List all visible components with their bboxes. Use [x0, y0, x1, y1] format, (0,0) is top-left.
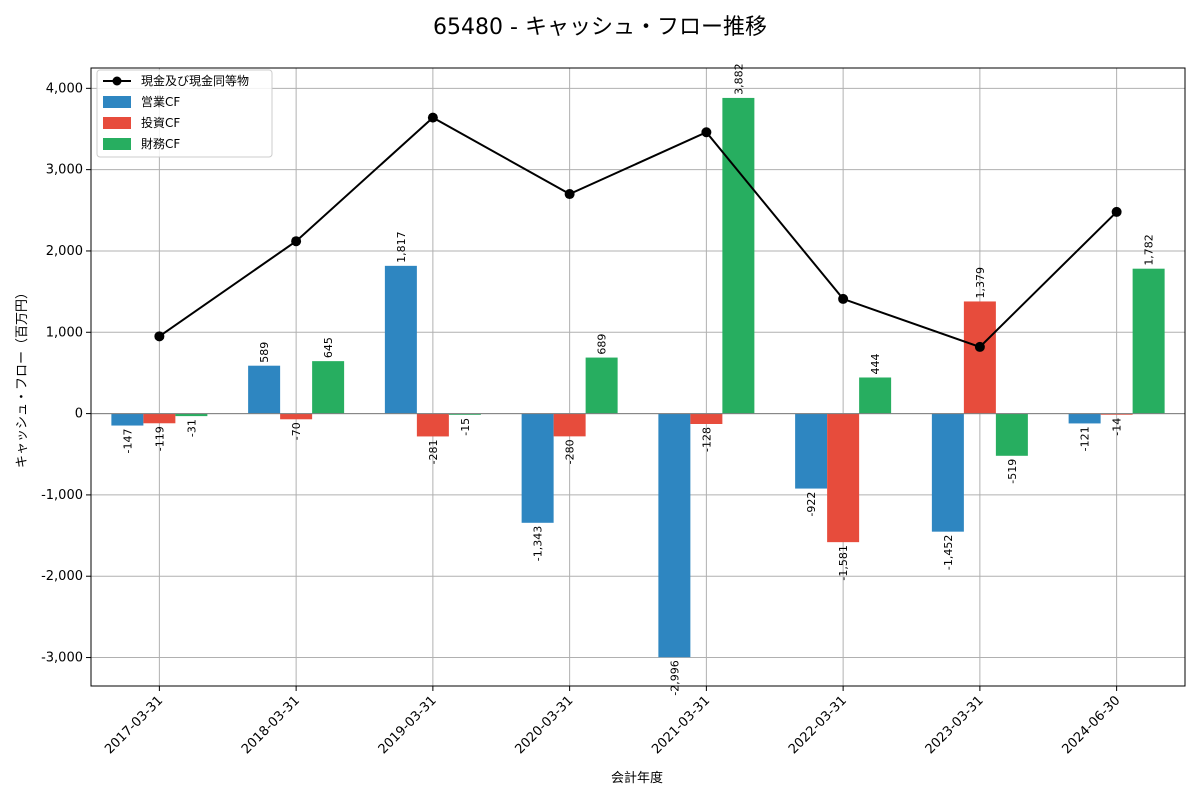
data-labels: -147 589 1,817 -1,343 -2,996 -922 -1,452 -121 -1…	[121, 63, 1155, 695]
legend-line-marker	[112, 76, 122, 86]
bar-data-label: -922	[805, 492, 818, 517]
bar-1	[658, 413, 691, 658]
y-tick-label: -1,000	[41, 488, 83, 503]
x-tick-label: 2017-03-31	[102, 693, 166, 757]
bar-3	[312, 361, 345, 414]
bar-1	[1068, 413, 1101, 424]
bar-data-label: -147	[121, 429, 134, 454]
bar-2	[143, 413, 176, 424]
bar-3	[1132, 268, 1165, 414]
cash-point	[291, 236, 302, 247]
cash-point	[154, 331, 165, 342]
bar-1	[248, 365, 281, 414]
bar-data-label: -70	[290, 422, 303, 440]
bar-data-label: -281	[427, 439, 440, 464]
x-tick-label: 2024-06-30	[1059, 693, 1123, 757]
bar-data-label: 689	[596, 334, 609, 355]
legend-label: 投資CF	[141, 115, 180, 130]
bar-2	[827, 413, 860, 543]
bar-data-label: -14	[1111, 418, 1124, 436]
bar-data-label: 1,817	[395, 231, 408, 263]
bar-data-label: -119	[153, 426, 166, 451]
legend-label: 現金及び現金同等物	[141, 73, 249, 88]
bar-data-label: 444	[869, 353, 882, 374]
bar-2	[1100, 413, 1133, 415]
plot-frame	[90, 67, 1186, 687]
legend-label: 営業CF	[141, 95, 180, 109]
y-axis-label: キャッシュ・フロー（百万円）	[15, 286, 30, 468]
legend-box	[96, 69, 273, 158]
bar-2	[553, 413, 586, 437]
bar-data-label: -1,452	[942, 535, 955, 570]
bar-data-label: -31	[185, 419, 198, 437]
x-tick-label: 2020-03-31	[512, 693, 576, 757]
x-tick-label: 2022-03-31	[786, 693, 850, 757]
cash-point	[974, 341, 985, 352]
bar-1	[521, 413, 554, 523]
bar-1	[111, 413, 144, 426]
chart-title: 65480 - キャッシュ・フロー推移	[433, 15, 767, 40]
legend-swatch	[103, 96, 131, 108]
bar-data-label: -1,343	[532, 526, 545, 561]
bar-group	[111, 97, 1165, 658]
bar-3	[859, 377, 892, 414]
bar-2	[416, 413, 449, 437]
bar-data-label: 589	[258, 342, 271, 363]
cash-line	[154, 112, 1122, 352]
bar-3	[995, 413, 1028, 456]
bar-3	[448, 413, 481, 415]
x-axis-label: 会計年度	[611, 770, 663, 786]
bar-1	[795, 413, 828, 489]
bar-data-label: 645	[322, 337, 335, 358]
y-tick-label: 3,000	[46, 163, 83, 178]
bar-data-label: -519	[1006, 459, 1019, 484]
bar-2	[280, 413, 313, 420]
y-tick-label: 1,000	[46, 325, 83, 340]
y-tick-label: 2,000	[46, 244, 83, 259]
cash-point	[564, 189, 575, 200]
bar-3	[175, 413, 208, 417]
cash-point	[427, 112, 438, 123]
bar-data-label: -280	[564, 439, 577, 464]
x-tick-label: 2018-03-31	[239, 693, 303, 757]
legend-swatch	[103, 138, 131, 150]
y-tick-label: 0	[75, 407, 83, 422]
cash-point	[701, 127, 712, 138]
bar-data-label: -1,581	[837, 545, 850, 580]
bar-1	[931, 413, 964, 532]
bar-data-label: 1,782	[1143, 234, 1156, 266]
cash-point	[838, 293, 849, 304]
bar-1	[384, 265, 417, 414]
cash-series-line	[158, 116, 1118, 349]
x-axis-ticks: 2017-03-31 2018-03-31 2019-03-31 2020-03-31…	[102, 686, 1123, 757]
bar-data-label: 1,379	[974, 267, 987, 299]
y-axis-ticks: -3,000 -2,000 -1,000 0 1,000 2,000 3,000 4,000	[41, 81, 91, 666]
y-tick-label: 4,000	[46, 81, 83, 96]
bar-data-label: -128	[700, 427, 713, 452]
x-tick-label: 2023-03-31	[923, 693, 987, 757]
bar-data-label: -121	[1079, 426, 1092, 451]
bar-3	[585, 357, 618, 414]
legend-label: 財務CF	[141, 136, 180, 151]
bar-2	[963, 301, 996, 414]
legend-swatch	[103, 117, 131, 129]
bar-data-label: -15	[459, 418, 472, 436]
y-tick-label: -3,000	[41, 651, 83, 666]
cash-point	[1111, 206, 1122, 217]
y-tick-label: -2,000	[41, 569, 83, 584]
bar-data-label: -2,996	[668, 660, 681, 695]
bar-3	[722, 97, 755, 414]
grid-lines	[91, 68, 1185, 686]
x-tick-label: 2019-03-31	[376, 693, 440, 757]
bar-2	[690, 413, 723, 425]
bar-data-label: 3,882	[732, 63, 745, 95]
x-tick-label: 2021-03-31	[649, 693, 713, 757]
